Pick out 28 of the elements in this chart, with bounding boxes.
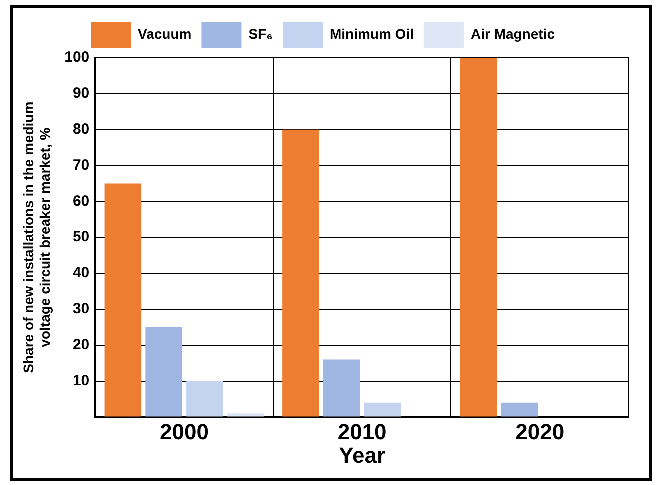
legend-label: Vacuum bbox=[138, 26, 192, 42]
y-tick-label: 30 bbox=[72, 300, 90, 318]
y-tick-label: 40 bbox=[72, 264, 90, 282]
legend-label: SF₆ bbox=[248, 26, 273, 42]
y-tick-label: 80 bbox=[72, 120, 90, 138]
y-axis-title: Share of new installations in the medium voltage circuit breaker market, % bbox=[20, 102, 54, 374]
y-tick-label: 90 bbox=[72, 85, 90, 102]
x-tick-label: 2020 bbox=[516, 419, 565, 444]
bar bbox=[186, 381, 224, 417]
legend-label: Air Magnetic bbox=[470, 26, 556, 42]
y-tick-label: 10 bbox=[72, 372, 90, 390]
y-tick-label: 100 bbox=[64, 49, 90, 66]
bar bbox=[460, 58, 498, 417]
y-tick-label: 70 bbox=[72, 156, 90, 174]
legend-label: Minimum Oil bbox=[330, 26, 414, 42]
bar bbox=[364, 402, 402, 417]
bar bbox=[104, 184, 142, 417]
x-tick-label: 2010 bbox=[338, 419, 387, 444]
x-axis-title: Year bbox=[339, 442, 386, 468]
y-tick-label: 50 bbox=[72, 228, 90, 246]
bar bbox=[146, 327, 182, 417]
bar bbox=[282, 130, 320, 417]
bar bbox=[227, 414, 264, 417]
x-tick-label: 2000 bbox=[160, 419, 209, 444]
y-tick-label: 60 bbox=[72, 192, 90, 210]
y-tick-label: 20 bbox=[72, 336, 90, 354]
bar bbox=[323, 360, 360, 417]
bar bbox=[501, 402, 538, 417]
